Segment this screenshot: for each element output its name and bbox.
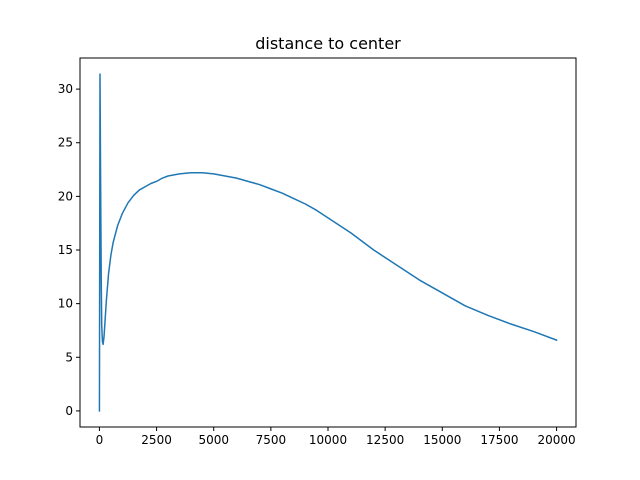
axes-frame — [79, 57, 577, 428]
y-tick-label: 0 — [65, 404, 73, 418]
x-tick-label: 7500 — [256, 433, 287, 447]
series-line-0 — [98, 73, 558, 412]
x-tick-label: 5000 — [198, 433, 229, 447]
x-tick-label: 17500 — [480, 433, 518, 447]
y-tick-label: 10 — [58, 297, 73, 311]
y-tick-label: 20 — [58, 189, 73, 203]
x-tick-label: 12500 — [366, 433, 404, 447]
y-tick-label: 25 — [58, 136, 73, 150]
x-tick-label: 2500 — [141, 433, 172, 447]
y-tick-label: 30 — [58, 82, 73, 96]
chart-title: distance to center — [255, 34, 401, 53]
x-tick-label: 10000 — [309, 433, 347, 447]
y-tick-label: 15 — [58, 243, 73, 257]
plot-area: 0 2500 5000 7500 10000 12500 15000 17500 20000 0 5… — [58, 57, 577, 447]
x-tick-label: 15000 — [423, 433, 461, 447]
x-tick-label: 20000 — [537, 433, 575, 447]
x-tick-label: 0 — [96, 433, 104, 447]
y-tick-label: 5 — [65, 350, 73, 364]
